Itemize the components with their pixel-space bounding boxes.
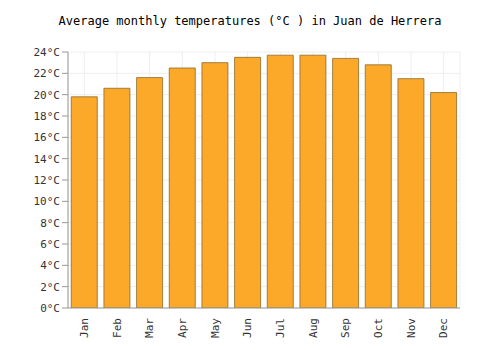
svg-text:Oct: Oct (372, 318, 385, 338)
svg-text:May: May (209, 318, 222, 338)
svg-text:Aug: Aug (307, 318, 320, 338)
svg-text:24°C: 24°C (34, 46, 61, 59)
svg-text:Jun: Jun (241, 318, 254, 338)
svg-text:14°C: 14°C (34, 153, 61, 166)
svg-text:10°C: 10°C (34, 195, 61, 208)
svg-text:2°C: 2°C (40, 281, 60, 294)
svg-text:16°C: 16°C (34, 131, 61, 144)
svg-text:Feb: Feb (111, 318, 124, 338)
svg-text:20°C: 20°C (34, 89, 61, 102)
svg-text:Apr: Apr (176, 318, 189, 338)
svg-text:12°C: 12°C (34, 174, 61, 187)
svg-text:Mar: Mar (143, 318, 156, 338)
svg-text:Jan: Jan (78, 318, 91, 338)
svg-text:22°C: 22°C (34, 67, 61, 80)
svg-text:Dec: Dec (437, 318, 450, 338)
svg-text:18°C: 18°C (34, 110, 61, 123)
svg-text:6°C: 6°C (40, 238, 60, 251)
svg-text:Sep: Sep (339, 318, 352, 338)
svg-text:Jul: Jul (274, 318, 287, 338)
svg-text:8°C: 8°C (40, 217, 60, 230)
svg-text:0°C: 0°C (40, 302, 60, 315)
svg-text:Nov: Nov (405, 318, 418, 338)
svg-text:4°C: 4°C (40, 259, 60, 272)
html-text:Average monthly temperatures (: Average monthly temperatures (°C ) in Ju… (58, 14, 442, 28)
